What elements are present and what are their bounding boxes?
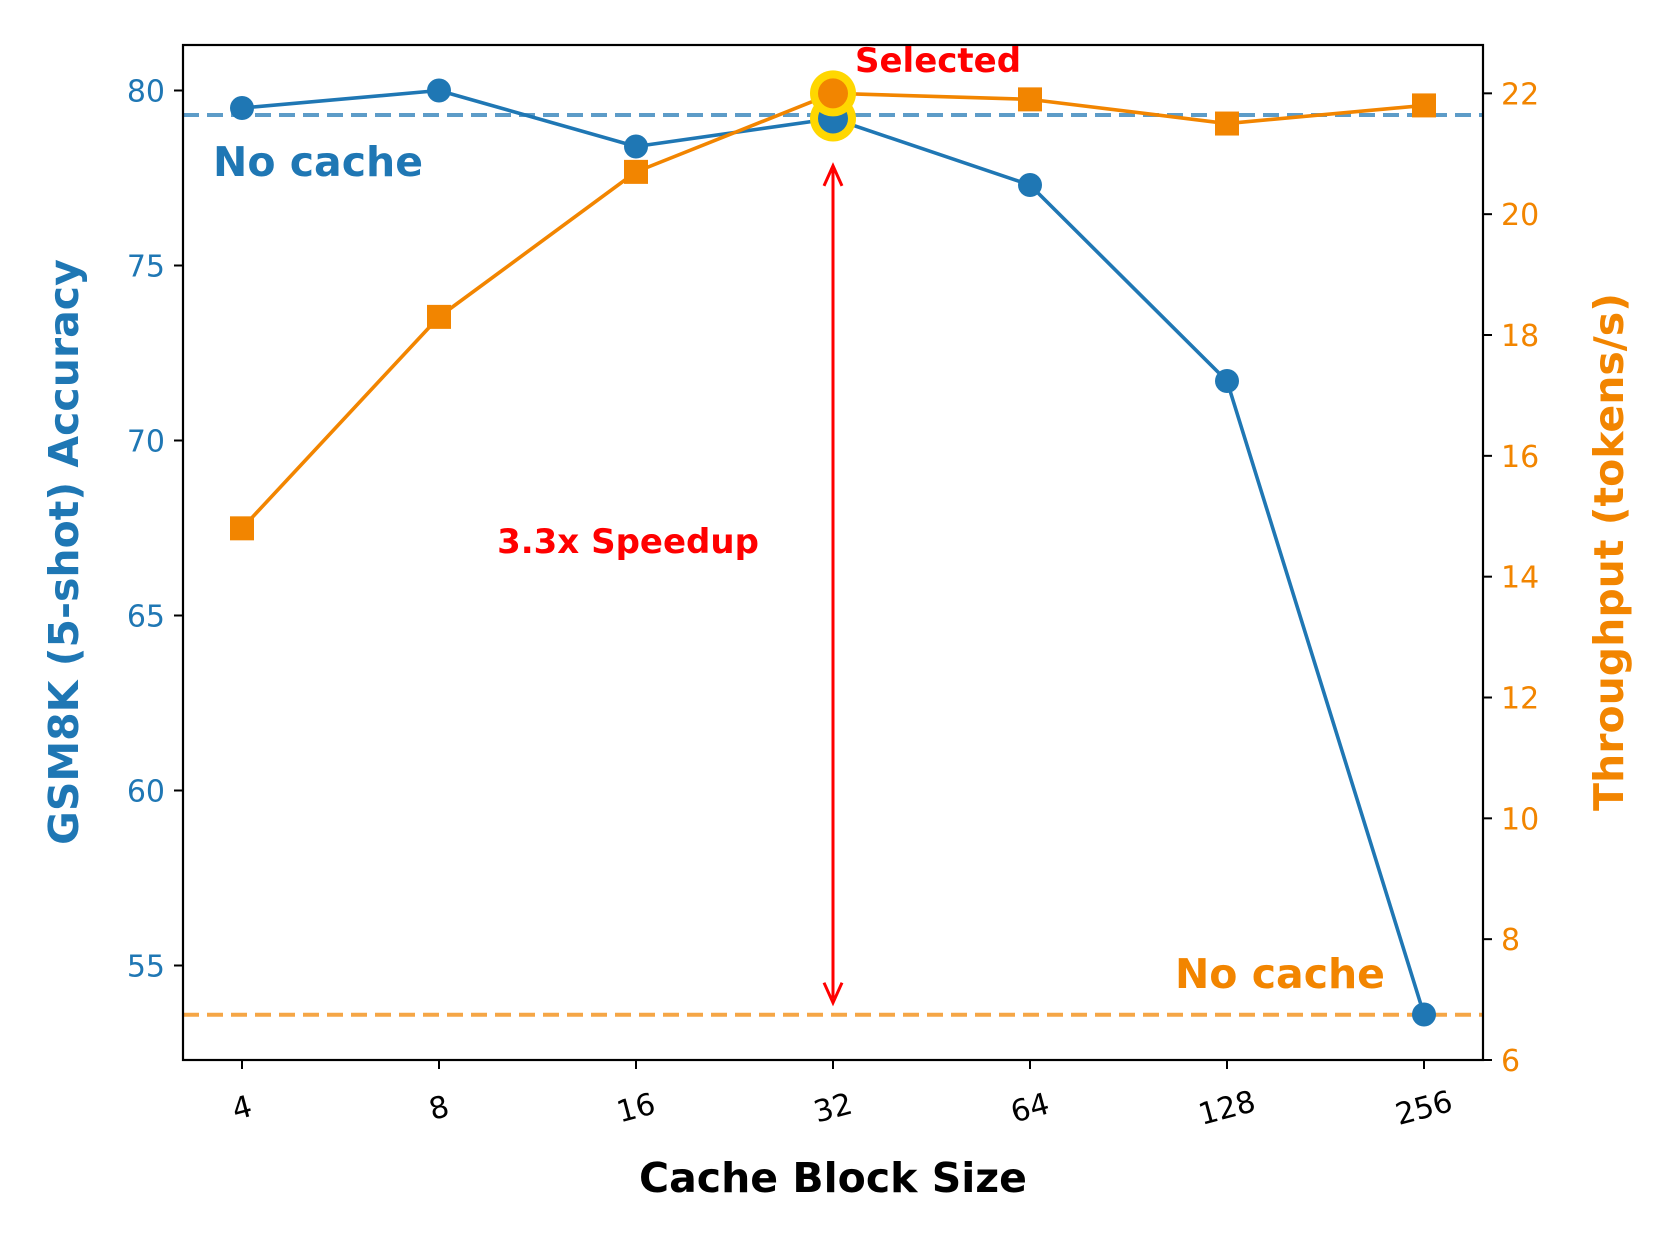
series-markers — [230, 70, 1436, 1027]
y-axis-left-title: GSM8K (5-shot) Accuracy — [40, 259, 88, 845]
point-left — [624, 134, 648, 159]
y-right-tick-label: 16 — [1501, 440, 1539, 475]
y-left-tick-label: 75 — [127, 250, 165, 285]
y-left-tick-label: 70 — [127, 425, 165, 460]
x-axis-title: Cache Block Size — [639, 1154, 1027, 1202]
point-left — [1018, 173, 1042, 197]
y-axis-right-title: Throughput (tokens/s) — [1585, 293, 1633, 811]
y-left-tick-label: 55 — [127, 950, 165, 985]
point-right — [230, 516, 254, 541]
y-right-tick-label: 10 — [1501, 802, 1539, 837]
baseline-left-label: No cache — [213, 138, 423, 186]
y-left-tick-label: 80 — [127, 75, 165, 110]
speedup-arrow-head-up — [822, 162, 844, 187]
selected-label: Selected — [855, 41, 1021, 81]
x-tick-label: 16 — [613, 1087, 659, 1131]
speedup-label: 3.3x Speedup — [497, 522, 759, 562]
point-right — [1215, 111, 1239, 136]
point-left — [1215, 369, 1239, 393]
y-right-tick-label: 8 — [1501, 923, 1520, 958]
point-right — [427, 304, 451, 329]
x-tick-label: 32 — [810, 1087, 856, 1131]
point-left — [427, 78, 451, 103]
x-tick-label: 64 — [1007, 1087, 1053, 1131]
y-left-tick-label: 65 — [127, 600, 165, 635]
y-right-tick-label: 18 — [1501, 319, 1539, 354]
point-right — [624, 159, 648, 184]
speedup-arrow-group — [822, 162, 844, 1007]
point-left — [1412, 1002, 1436, 1027]
x-tick-label: 4 — [228, 1089, 256, 1128]
speedup-arrow-head-down — [822, 982, 844, 1007]
y-right-tick-label: 22 — [1501, 77, 1539, 112]
point-right — [1412, 93, 1436, 118]
y-right-tick-label: 6 — [1501, 1044, 1520, 1079]
point-right — [1018, 87, 1042, 112]
x-tick-label: 256 — [1392, 1084, 1456, 1133]
baseline-right-label: No cache — [1175, 950, 1385, 998]
y-right-tick-label: 14 — [1501, 561, 1539, 596]
selected-point-right — [818, 78, 848, 109]
y-left-tick-label: 60 — [127, 775, 165, 810]
y-right-tick-label: 12 — [1501, 682, 1539, 717]
point-left — [230, 96, 254, 120]
x-tick-label: 8 — [425, 1089, 453, 1128]
y-right-tick-label: 20 — [1501, 198, 1539, 233]
x-tick-label: 128 — [1195, 1084, 1259, 1133]
